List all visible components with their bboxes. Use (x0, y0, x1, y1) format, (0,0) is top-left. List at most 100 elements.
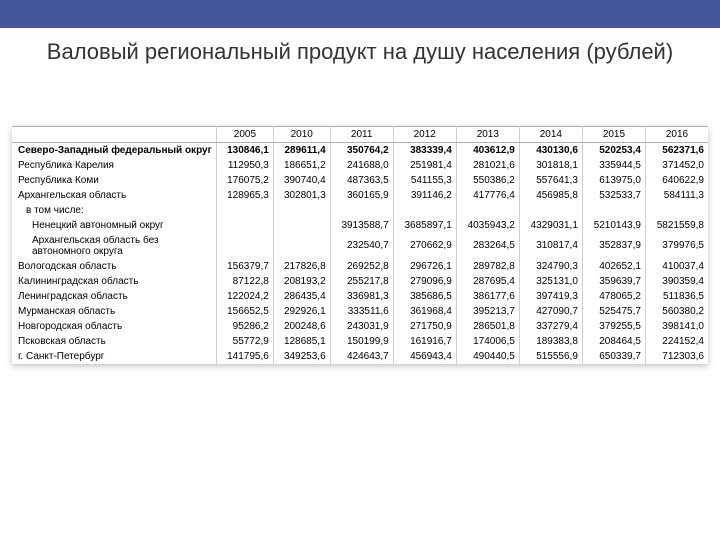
table-row: Новгородская область95286,2200248,624303… (12, 319, 708, 334)
table-body: Северо-Западный федеральный округ130846,… (12, 142, 708, 364)
table-row: Республика Карелия112950,3186651,2241688… (12, 158, 708, 173)
table-cell: 208464,5 (582, 334, 645, 349)
table-cell: 156652,5 (217, 304, 274, 319)
table-cell (273, 218, 330, 233)
table-cell: 269252,8 (330, 259, 393, 274)
table-cell: 270662,9 (393, 233, 456, 259)
table-cell: 150199,9 (330, 334, 393, 349)
table-cell: 286435,4 (273, 289, 330, 304)
table-row: Республика Коми176075,2390740,4487363,55… (12, 173, 708, 188)
table-cell: 128685,1 (273, 334, 330, 349)
table-cell: 279096,9 (393, 274, 456, 289)
table-cell: 410037,4 (645, 259, 708, 274)
grp-table: 20052010201120122013201420152016 Северо-… (12, 126, 708, 364)
table-row: г. Санкт-Петербург141795,6349253,6424643… (12, 349, 708, 364)
grp-table-container: 20052010201120122013201420152016 Северо-… (12, 126, 708, 364)
table-cell: 217826,8 (273, 259, 330, 274)
table-cell: 456943,4 (393, 349, 456, 364)
table-header-cell: 2012 (393, 126, 456, 142)
table-cell: 550386,2 (456, 173, 519, 188)
row-label: в том числе: (12, 203, 217, 218)
table-cell: 200248,6 (273, 319, 330, 334)
table-cell: 333511,6 (330, 304, 393, 319)
table-cell (217, 233, 274, 259)
table-cell: 335944,5 (582, 158, 645, 173)
table-header-cell (12, 126, 217, 142)
table-cell: 562371,6 (645, 142, 708, 158)
table-cell: 613975,0 (582, 173, 645, 188)
table-cell (456, 203, 519, 218)
table-cell: 525475,7 (582, 304, 645, 319)
table-cell: 251981,4 (393, 158, 456, 173)
row-label: Республика Карелия (12, 158, 217, 173)
table-cell (273, 203, 330, 218)
table-cell: 208193,2 (273, 274, 330, 289)
table-cell: 189383,8 (519, 334, 582, 349)
table-cell (519, 203, 582, 218)
table-cell: 3685897,1 (393, 218, 456, 233)
table-cell: 541155,3 (393, 173, 456, 188)
table-cell: 403612,9 (456, 142, 519, 158)
table-cell: 287695,4 (456, 274, 519, 289)
table-cell (582, 203, 645, 218)
table-cell: 456985,8 (519, 188, 582, 203)
table-cell: 650339,7 (582, 349, 645, 364)
row-label: Мурманская область (12, 304, 217, 319)
row-label: Ленинградская область (12, 289, 217, 304)
table-cell: 243031,9 (330, 319, 393, 334)
table-cell: 417776,4 (456, 188, 519, 203)
table-cell: 478065,2 (582, 289, 645, 304)
table-cell: 350764,2 (330, 142, 393, 158)
table-row: в том числе: (12, 203, 708, 218)
table-cell: 487363,5 (330, 173, 393, 188)
table-cell: 379255,5 (582, 319, 645, 334)
row-label: Новгородская область (12, 319, 217, 334)
table-cell: 371452,0 (645, 158, 708, 173)
table-cell: 255217,8 (330, 274, 393, 289)
table-row: Архангельская область128965,3302801,3360… (12, 188, 708, 203)
table-cell: 520253,4 (582, 142, 645, 158)
table-cell: 174006,5 (456, 334, 519, 349)
table-cell: 224152,4 (645, 334, 708, 349)
table-cell: 584111,3 (645, 188, 708, 203)
table-cell: 292926,1 (273, 304, 330, 319)
table-cell: 640622,9 (645, 173, 708, 188)
table-cell: 301818,1 (519, 158, 582, 173)
table-header-cell: 2015 (582, 126, 645, 142)
table-header-cell: 2005 (217, 126, 274, 142)
table-cell: 4035943,2 (456, 218, 519, 233)
row-label: г. Санкт-Петербург (12, 349, 217, 364)
table-row: Ненецкий автономный округ3913588,7368589… (12, 218, 708, 233)
table-cell: 427090,7 (519, 304, 582, 319)
table-cell: 55772,9 (217, 334, 274, 349)
row-label: Республика Коми (12, 173, 217, 188)
table-cell: 186651,2 (273, 158, 330, 173)
table-cell: 395213,7 (456, 304, 519, 319)
table-cell: 161916,7 (393, 334, 456, 349)
table-cell: 402652,1 (582, 259, 645, 274)
table-cell (645, 203, 708, 218)
table-row: Калининградская область87122,8208193,225… (12, 274, 708, 289)
table-cell: 391146,2 (393, 188, 456, 203)
table-cell: 386177,6 (456, 289, 519, 304)
table-cell: 176075,2 (217, 173, 274, 188)
page-title: Валовый региональный продукт на душу нас… (40, 38, 680, 66)
table-cell: 349253,6 (273, 349, 330, 364)
table-cell (217, 203, 274, 218)
table-cell: 359639,7 (582, 274, 645, 289)
table-row: Мурманская область156652,5292926,1333511… (12, 304, 708, 319)
table-header-cell: 2011 (330, 126, 393, 142)
table-cell: 87122,8 (217, 274, 274, 289)
table-cell: 241688,0 (330, 158, 393, 173)
title-container: Валовый региональный продукт на душу нас… (0, 28, 720, 70)
table-row: Псковская область55772,9128685,1150199,9… (12, 334, 708, 349)
table-cell: 560380,2 (645, 304, 708, 319)
table-cell: 379976,5 (645, 233, 708, 259)
row-label: Архангельская область без автономного ок… (12, 233, 217, 259)
table-cell: 302801,3 (273, 188, 330, 203)
table-cell: 515556,9 (519, 349, 582, 364)
table-cell: 490440,5 (456, 349, 519, 364)
table-cell: 324790,3 (519, 259, 582, 274)
table-row: Архангельская область без автономного ок… (12, 233, 708, 259)
table-header-cell: 2014 (519, 126, 582, 142)
